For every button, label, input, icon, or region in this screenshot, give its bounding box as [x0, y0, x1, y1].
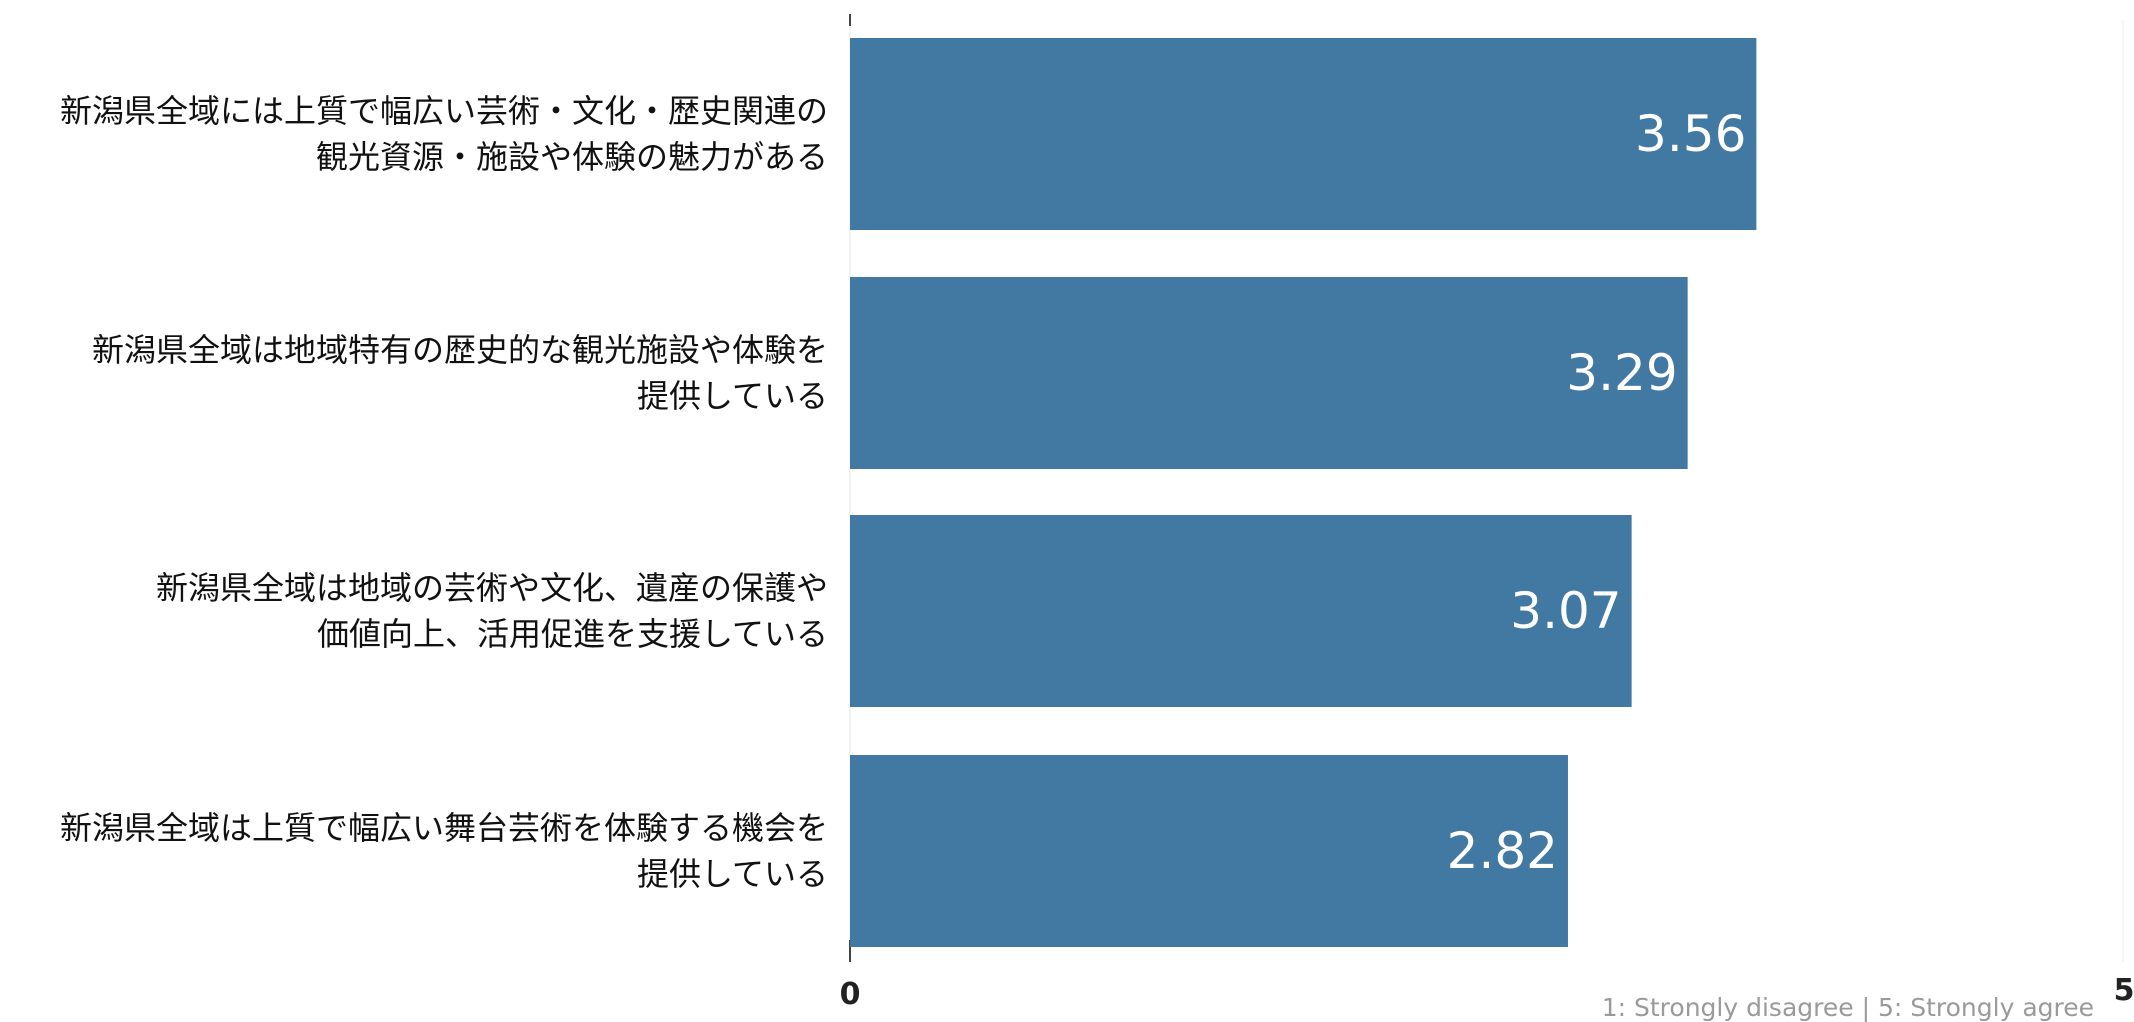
category-label-3: 新潟県全域は地域の芸術や文化、遺産の保護や価値向上、活用促進を支援している — [156, 569, 828, 653]
category-label-line: 新潟県全域は地域の芸術や文化、遺産の保護や — [156, 569, 828, 607]
category-label-line: 価値向上、活用促進を支援している — [317, 615, 828, 653]
bar-2 — [850, 277, 1688, 469]
bar-3 — [850, 515, 1632, 707]
bar-4 — [850, 755, 1568, 947]
bar-1 — [850, 38, 1757, 230]
category-label-line: 新潟県全域は上質で幅広い舞台芸術を体験する機会を — [60, 809, 828, 847]
bar-value-label-1: 3.56 — [1635, 105, 1746, 163]
bar-value-label-2: 3.29 — [1566, 344, 1677, 402]
bar-value-label-3: 3.07 — [1510, 582, 1621, 640]
category-label-line: 新潟県全域は地域特有の歴史的な観光施設や体験を — [92, 331, 828, 369]
category-label-line: 提供している — [637, 855, 828, 893]
category-label-line: 新潟県全域には上質で幅広い芸術・文化・歴史関連の — [60, 92, 828, 130]
category-label-line: 観光資源・施設や体験の魅力がある — [316, 138, 828, 176]
category-label-4: 新潟県全域は上質で幅広い舞台芸術を体験する機会を提供している — [60, 809, 828, 893]
x-tick-label-min: 0 — [840, 977, 861, 1012]
bar-value-label-4: 2.82 — [1447, 822, 1558, 880]
x-tick-label-max: 5 — [2114, 973, 2134, 1008]
category-label-line: 提供している — [637, 377, 828, 415]
bars-group: 3.56 新潟県全域には上質で幅広い芸術・文化・歴史関連の観光資源・施設や体験の魅… — [60, 38, 1757, 947]
scale-note: 1: Strongly disagree | 5: Strongly agree — [1602, 993, 2094, 1022]
category-label-1: 新潟県全域には上質で幅広い芸術・文化・歴史関連の観光資源・施設や体験の魅力がある — [60, 92, 828, 176]
category-label-2: 新潟県全域は地域特有の歴史的な観光施設や体験を提供している — [92, 331, 828, 415]
